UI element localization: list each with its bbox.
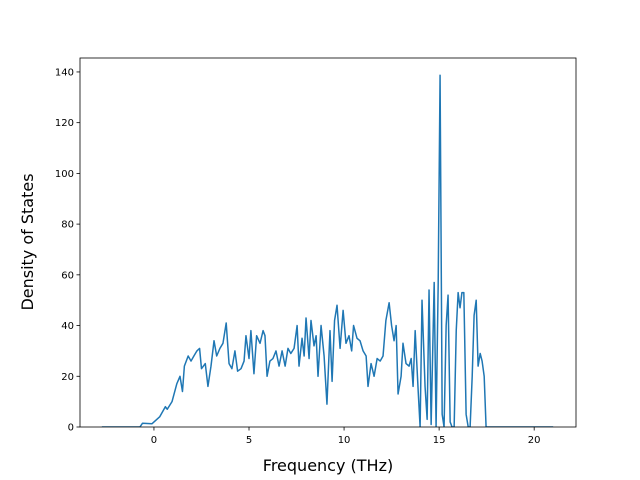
line xyxy=(101,74,554,427)
y-tick-label: 60 xyxy=(61,270,74,281)
x-tick-label: 5 xyxy=(246,435,252,446)
x-axis-label: Frequency (THz) xyxy=(263,456,393,475)
y-tick-label: 40 xyxy=(61,321,74,332)
y-tick-label: 80 xyxy=(61,220,74,231)
x-tick-label: 0 xyxy=(151,435,157,446)
y-tick-label: 120 xyxy=(55,118,74,129)
x-tick-label: 20 xyxy=(528,435,541,446)
y-tick-label: 100 xyxy=(55,169,74,180)
y-tick-label: 0 xyxy=(68,423,74,434)
x-tick-label: 15 xyxy=(433,435,446,446)
y-axis-label: Density of States xyxy=(18,173,37,310)
plot-frame xyxy=(79,57,577,428)
y-tick-label: 140 xyxy=(55,67,74,78)
x-tick-label: 10 xyxy=(338,435,351,446)
y-tick-label: 20 xyxy=(61,372,74,383)
